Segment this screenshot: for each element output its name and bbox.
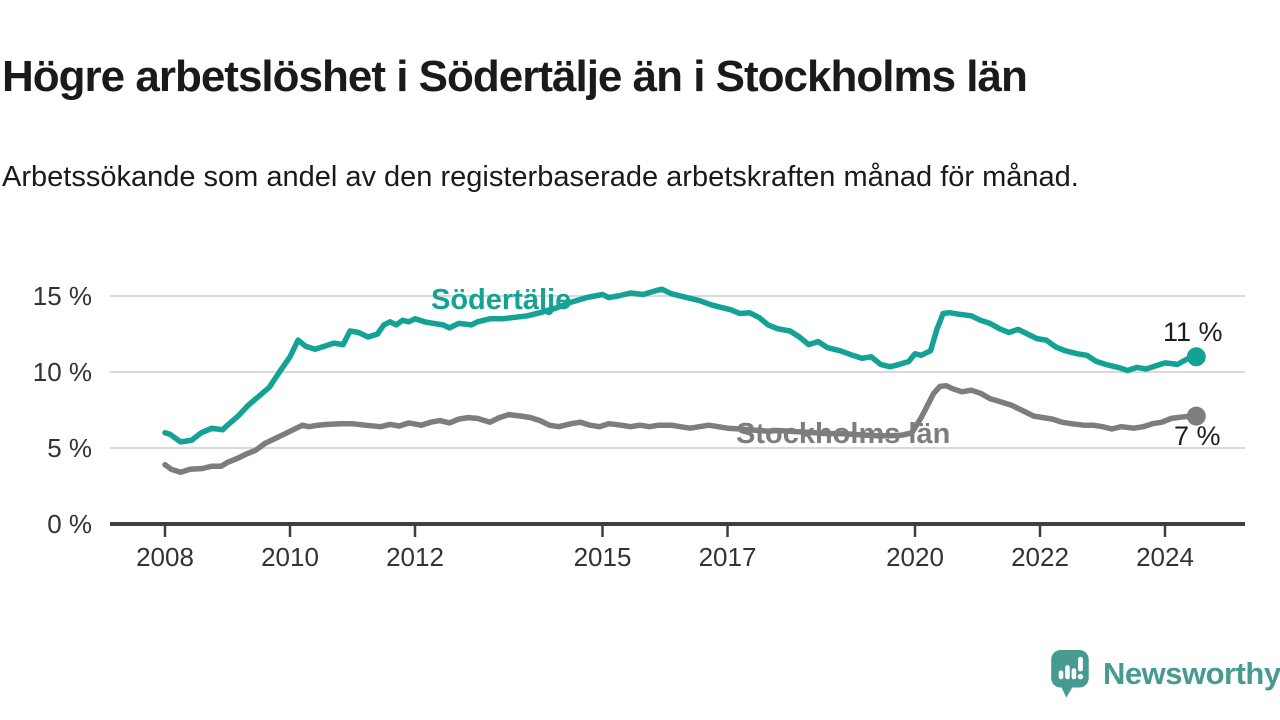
x-axis-tick-label: 2022 [1011,542,1069,572]
x-axis-tick-label: 2024 [1136,542,1194,572]
stockholm-end-dot [1186,406,1206,426]
chart-subtitle: Arbetssökande som andel av den registerb… [2,161,1079,193]
y-axis-tick-label: 5 % [47,433,92,463]
newsworthy-logo-text: Newsworthy [1103,656,1280,691]
sodertalje-end-value-label: 11 % [1163,317,1223,347]
x-axis-tick-label: 2010 [261,542,319,572]
newsworthy-logo: Newsworthy [1050,649,1280,699]
chart-title: Högre arbetslöshet i Södertälje än i Sto… [2,52,1028,102]
stockholm-end-value-label: 7 % [1174,421,1221,451]
x-axis-tick-label: 2015 [573,542,632,572]
sodertalje-line [162,286,1200,445]
bar-chart-speech-bubble-icon [1051,650,1089,698]
stockholm-series-label: Stockholms län [736,418,951,450]
x-axis-tick-label: 2008 [136,542,194,572]
sodertalje-end-dot [1186,347,1206,367]
x-axis-tick-label: 2020 [886,542,944,572]
x-axis-tick-label: 2012 [386,542,444,572]
sodertalje-series-label: Södertälje [431,284,572,316]
stockholm-line [162,382,1200,476]
y-axis-tick-label: 0 % [47,509,92,539]
y-axis-tick-label: 15 % [32,281,92,311]
y-axis-tick-label: 10 % [32,357,92,387]
x-axis-tick-label: 2017 [698,542,757,572]
